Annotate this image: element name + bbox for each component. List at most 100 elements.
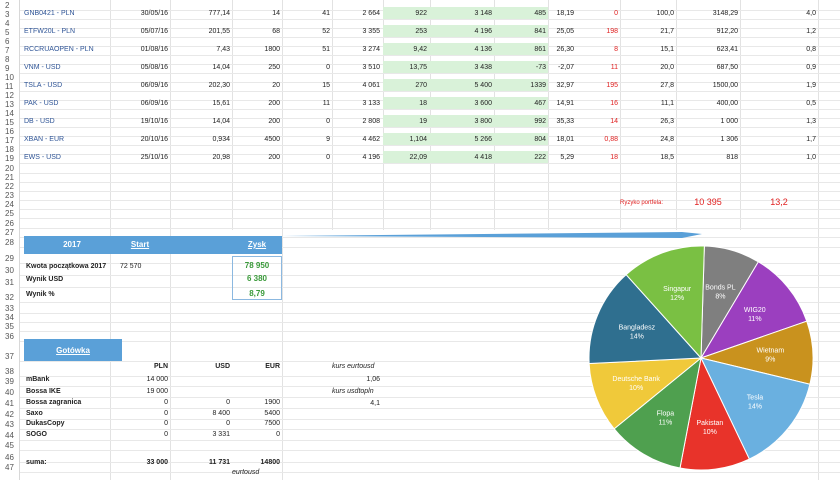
- weight[interactable]: 0,8: [806, 46, 816, 53]
- pie-slice-pakistan[interactable]: [679, 356, 750, 471]
- purchase-date[interactable]: 05/08/16: [140, 64, 168, 71]
- pie-slice-bangladesz[interactable]: [588, 273, 703, 365]
- purchase-price[interactable]: 15,61: [212, 100, 230, 107]
- purchase-price[interactable]: 14,04: [212, 64, 230, 71]
- stop-value[interactable]: 3148,29: [712, 10, 738, 17]
- profit[interactable]: 467: [534, 100, 546, 107]
- stop-percent[interactable]: 20,0: [660, 64, 674, 71]
- row-number[interactable]: 21: [5, 173, 14, 182]
- row-number[interactable]: 17: [5, 136, 14, 145]
- row-number[interactable]: 32: [5, 293, 14, 302]
- risk-amount[interactable]: 0,88: [604, 136, 618, 143]
- current-value[interactable]: 3 148: [474, 10, 492, 17]
- row-number[interactable]: 45: [5, 441, 14, 450]
- row-number[interactable]: 7: [5, 46, 10, 55]
- quantity[interactable]: 200: [268, 118, 280, 125]
- profit-percent[interactable]: -2,07: [558, 64, 574, 71]
- stop-percent[interactable]: 27,8: [660, 82, 674, 89]
- profit-percent[interactable]: 26,30: [556, 46, 574, 53]
- commission[interactable]: 41: [322, 10, 330, 17]
- row-number[interactable]: 8: [5, 55, 10, 64]
- row-number[interactable]: 39: [5, 377, 14, 386]
- row-number[interactable]: 38: [5, 367, 14, 376]
- stop-value[interactable]: 912,20: [716, 28, 738, 35]
- ticker-name[interactable]: PAK - USD: [24, 100, 59, 107]
- commission[interactable]: 0: [326, 64, 330, 71]
- row-number[interactable]: 42: [5, 410, 14, 419]
- commission[interactable]: 15: [322, 82, 330, 89]
- stop-value[interactable]: 1500,00: [712, 82, 738, 89]
- row-number[interactable]: 31: [5, 278, 14, 287]
- invested-value[interactable]: 3 274: [362, 46, 380, 53]
- invested-value[interactable]: 3 355: [362, 28, 380, 35]
- quantity[interactable]: 14: [272, 10, 280, 17]
- commission[interactable]: 0: [326, 154, 330, 161]
- invested-value[interactable]: 2 664: [362, 10, 380, 17]
- purchase-date[interactable]: 06/09/16: [140, 82, 168, 89]
- risk-amount[interactable]: 8: [614, 46, 618, 53]
- row-number[interactable]: 36: [5, 332, 14, 341]
- row-number[interactable]: 19: [5, 154, 14, 163]
- pie-slice-wig20[interactable]: [699, 261, 808, 359]
- row-number[interactable]: 13: [5, 100, 14, 109]
- row-number[interactable]: 47: [5, 463, 14, 472]
- invested-value[interactable]: 4 061: [362, 82, 380, 89]
- purchase-date[interactable]: 30/05/16: [140, 10, 168, 17]
- row-number[interactable]: 35: [5, 322, 14, 331]
- row-number[interactable]: 6: [5, 37, 10, 46]
- purchase-price[interactable]: 201,55: [208, 28, 230, 35]
- current-price[interactable]: 22,09: [409, 154, 427, 161]
- current-price[interactable]: 1,104: [409, 136, 427, 143]
- profit-percent[interactable]: 5,29: [560, 154, 574, 161]
- invested-value[interactable]: 3 510: [362, 64, 380, 71]
- quantity[interactable]: 68: [272, 28, 280, 35]
- quantity[interactable]: 4500: [264, 136, 280, 143]
- row-number[interactable]: 16: [5, 127, 14, 136]
- commission[interactable]: 0: [326, 118, 330, 125]
- profit[interactable]: -73: [535, 64, 546, 71]
- profit-percent[interactable]: 18,01: [556, 136, 574, 143]
- profit-percent[interactable]: 25,05: [556, 28, 574, 35]
- current-price[interactable]: 253: [415, 28, 427, 35]
- row-number[interactable]: 22: [5, 182, 14, 191]
- quantity[interactable]: 20: [272, 82, 280, 89]
- current-value[interactable]: 4 418: [474, 154, 492, 161]
- current-price[interactable]: 18: [419, 100, 427, 107]
- current-price[interactable]: 19: [419, 118, 427, 125]
- commission[interactable]: 11: [322, 100, 330, 107]
- ticker-name[interactable]: EWS - USD: [24, 154, 61, 161]
- start-link[interactable]: Start: [130, 240, 150, 249]
- current-value[interactable]: 5 266: [474, 136, 492, 143]
- weight[interactable]: 1,9: [806, 82, 816, 89]
- risk-amount[interactable]: 14: [610, 118, 618, 125]
- stop-value[interactable]: 623,41: [716, 46, 738, 53]
- purchase-price[interactable]: 0,934: [212, 136, 230, 143]
- profit[interactable]: 861: [534, 46, 546, 53]
- row-number[interactable]: 9: [5, 64, 10, 73]
- row-number[interactable]: 10: [5, 73, 14, 82]
- profit[interactable]: 1339: [530, 82, 546, 89]
- current-value[interactable]: 3 600: [474, 100, 492, 107]
- purchase-price[interactable]: 202,30: [208, 82, 230, 89]
- purchase-date[interactable]: 19/10/16: [140, 118, 168, 125]
- weight[interactable]: 1,2: [806, 28, 816, 35]
- purchase-price[interactable]: 7,43: [216, 46, 230, 53]
- risk-amount[interactable]: 16: [610, 100, 618, 107]
- risk-amount[interactable]: 198: [606, 28, 618, 35]
- zysk-link[interactable]: Zysk: [247, 240, 267, 249]
- stop-percent[interactable]: 21,7: [660, 28, 674, 35]
- profit[interactable]: 804: [534, 136, 546, 143]
- row-number[interactable]: 27: [5, 228, 14, 237]
- current-value[interactable]: 3 800: [474, 118, 492, 125]
- purchase-date[interactable]: 25/10/16: [140, 154, 168, 161]
- row-number[interactable]: 5: [5, 28, 10, 37]
- risk-amount[interactable]: 195: [606, 82, 618, 89]
- cash-title[interactable]: Gotówka: [56, 346, 90, 355]
- commission[interactable]: 51: [322, 46, 330, 53]
- profit-percent[interactable]: 18,19: [556, 10, 574, 17]
- weight[interactable]: 1,7: [806, 136, 816, 143]
- row-number[interactable]: 37: [5, 352, 14, 361]
- row-number[interactable]: 30: [5, 266, 14, 275]
- purchase-price[interactable]: 14,04: [212, 118, 230, 125]
- stop-value[interactable]: 818: [726, 154, 738, 161]
